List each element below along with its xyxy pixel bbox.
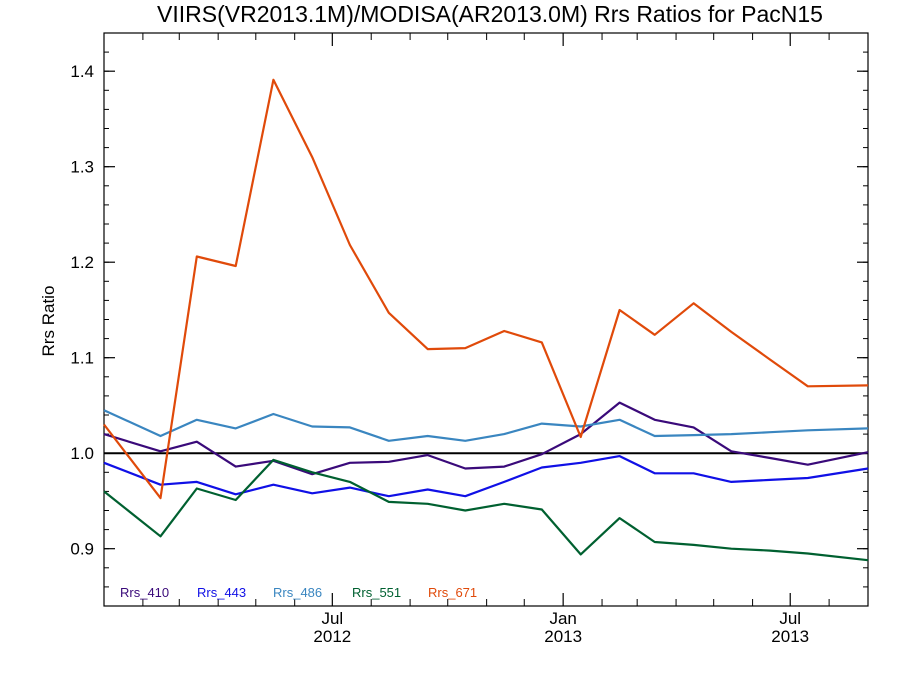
x-tick-label: 2013	[771, 627, 809, 646]
y-tick-label: 1.0	[70, 444, 94, 463]
plot-area: 0.91.01.11.21.31.4Jul2012Jan2013Jul2013R…	[70, 32, 869, 646]
y-axis-label: Rrs Ratio	[39, 286, 58, 357]
x-tick-label: Jan	[549, 609, 576, 628]
y-tick-label: 1.2	[70, 253, 94, 272]
y-tick-label: 1.3	[70, 158, 94, 177]
series-line-rrs-671	[103, 78, 869, 500]
series-line-rrs-443	[103, 455, 869, 498]
series-line-rrs-551	[103, 458, 869, 562]
x-tick-label: 2012	[313, 627, 351, 646]
legend-item-rrs-443: Rrs_443	[197, 585, 246, 600]
y-tick-label: 0.9	[70, 540, 94, 559]
y-tick-label: 1.4	[70, 62, 94, 81]
plot-frame	[103, 32, 869, 607]
x-tick-label: 2013	[544, 627, 582, 646]
legend-item-rrs-551: Rrs_551	[352, 585, 401, 600]
series-line-rrs-486	[103, 409, 869, 442]
legend-item-rrs-410: Rrs_410	[120, 585, 169, 600]
x-tick-label: Jul	[321, 609, 343, 628]
legend-item-rrs-671: Rrs_671	[428, 585, 477, 600]
series-line-rrs-410	[103, 401, 869, 476]
y-tick-label: 1.1	[70, 349, 94, 368]
chart-title: VIIRS(VR2013.1M)/MODISA(AR2013.0M) Rrs R…	[157, 1, 823, 27]
legend-item-rrs-486: Rrs_486	[273, 585, 322, 600]
x-tick-label: Jul	[779, 609, 801, 628]
